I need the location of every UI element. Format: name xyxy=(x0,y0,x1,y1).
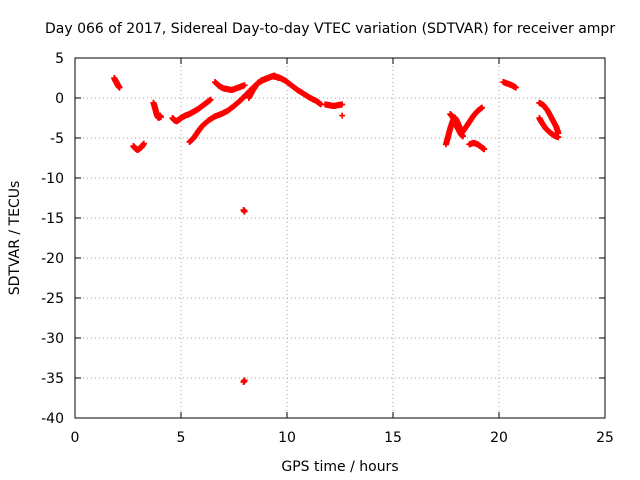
y-tick-label: -20 xyxy=(41,251,64,267)
data-point xyxy=(275,75,282,81)
x-tick-label: 10 xyxy=(278,430,296,446)
y-tick-label: -35 xyxy=(41,371,64,387)
y-tick-label: -10 xyxy=(41,171,64,187)
data-point xyxy=(339,112,346,119)
data-point xyxy=(157,114,164,121)
x-tick-labels: 0 5 10 15 20 25 xyxy=(71,430,614,446)
x-tick-label: 0 xyxy=(71,430,80,446)
data-point xyxy=(512,84,519,91)
y-tick-labels: 5 0 -5 -10 -15 -20 -25 -30 -35 -40 xyxy=(41,51,64,427)
x-tick-label: 20 xyxy=(490,430,508,446)
data-point xyxy=(479,104,486,111)
y-tick-label: 5 xyxy=(55,51,64,67)
x-tick-label: 15 xyxy=(384,430,402,446)
tick-marks xyxy=(74,57,606,419)
plot-frame xyxy=(74,57,606,419)
data-points xyxy=(111,72,562,385)
data-point xyxy=(140,140,147,147)
y-tick-label: 0 xyxy=(55,91,64,107)
data-point xyxy=(481,146,488,153)
y-tick-label: -30 xyxy=(41,331,64,347)
data-point xyxy=(207,96,214,103)
y-tick-label: -40 xyxy=(41,411,64,427)
x-tick-label: 5 xyxy=(177,430,186,446)
data-point xyxy=(241,82,248,89)
x-axis-label: GPS time / hours xyxy=(281,459,398,475)
data-point xyxy=(241,208,248,215)
gridlines xyxy=(75,58,605,418)
data-point xyxy=(555,134,562,141)
data-point xyxy=(241,377,248,384)
data-point xyxy=(339,101,346,108)
y-tick-label: -25 xyxy=(41,291,64,307)
y-tick-label: -5 xyxy=(50,131,64,147)
y-axis-label: SDTVAR / TECUs xyxy=(7,181,23,296)
y-tick-label: -15 xyxy=(41,211,64,227)
x-tick-label: 25 xyxy=(596,430,614,446)
data-point xyxy=(116,84,123,91)
chart-title: Day 066 of 2017, Sidereal Day-to-day VTE… xyxy=(45,21,615,37)
